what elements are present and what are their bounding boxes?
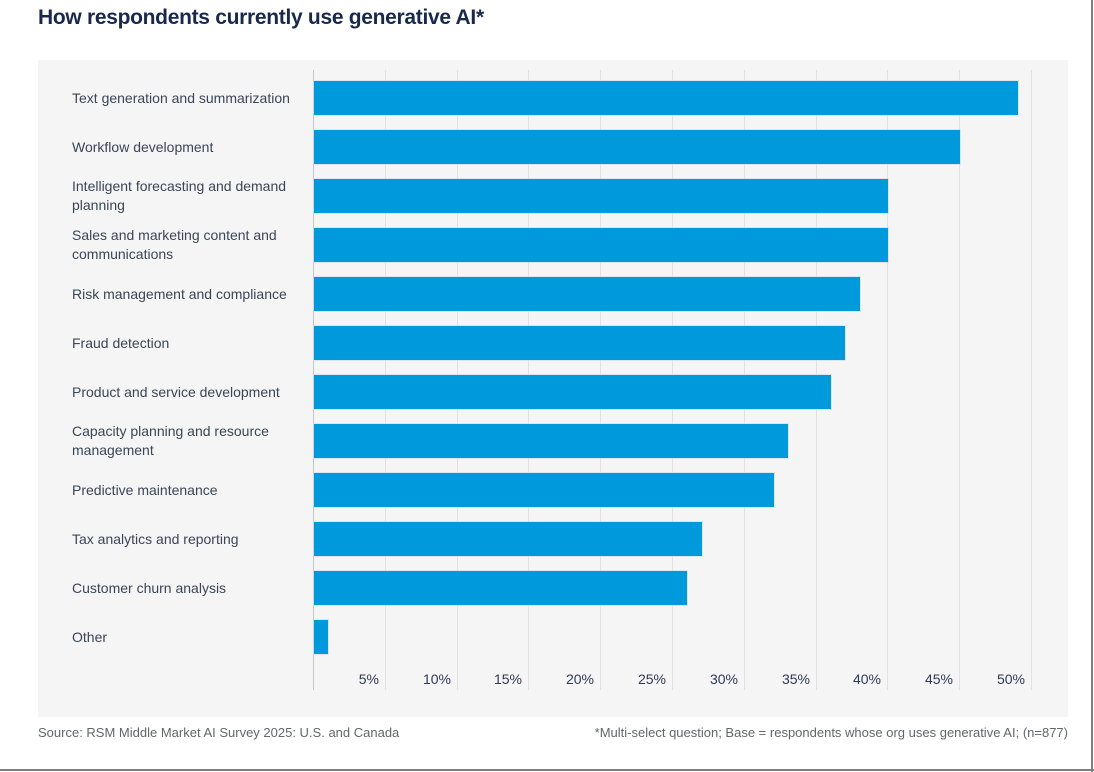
category-label: Capacity planning and resource managemen…	[72, 423, 269, 458]
bar	[314, 620, 328, 654]
bar	[314, 81, 1018, 115]
bar	[314, 228, 888, 262]
gridline	[887, 70, 888, 690]
y-axis-line	[313, 70, 314, 690]
footnote-text: *Multi-select question; Base = responden…	[594, 725, 1068, 740]
category-label: Predictive maintenance	[72, 481, 218, 498]
bar	[314, 130, 960, 164]
x-tick-label: 30%	[709, 671, 738, 687]
x-tick-label: 50%	[996, 671, 1025, 687]
x-tick-label: 5%	[358, 671, 379, 687]
x-tick-label: 15%	[493, 671, 522, 687]
category-label: Risk management and compliance	[72, 285, 287, 302]
category-label: Text generation and summarization	[72, 89, 290, 106]
bar	[314, 571, 687, 605]
x-tick-label: 40%	[852, 671, 881, 687]
bar	[314, 375, 831, 409]
category-label: Workflow development	[72, 138, 214, 155]
page-right-border	[1091, 0, 1093, 772]
bar	[314, 326, 845, 360]
category-label: Customer churn analysis	[72, 579, 227, 596]
bar	[314, 473, 774, 507]
category-label: Other	[72, 628, 108, 645]
x-tick-label: 20%	[565, 671, 594, 687]
bar	[314, 277, 860, 311]
category-label: Tax analytics and reporting	[72, 530, 239, 547]
bar	[314, 424, 788, 458]
x-tick-label: 35%	[781, 671, 810, 687]
category-label: Product and service development	[72, 383, 280, 400]
x-tick-label: 25%	[637, 671, 666, 687]
page-bottom-border	[0, 769, 1094, 771]
gridline	[1031, 70, 1032, 690]
chart-panel: 5% 10% 15% 20% 25% 30% 35% 40% 45% 50% Text genera…	[38, 60, 1068, 717]
page-title: How respondents currently use generative…	[38, 6, 484, 29]
x-tick-label: 45%	[924, 671, 953, 687]
source-text: Source: RSM Middle Market AI Survey 2025…	[38, 725, 400, 740]
x-tick-label: 10%	[422, 671, 451, 687]
gridline	[959, 70, 960, 690]
category-label: Sales and marketing content and communic…	[72, 227, 277, 262]
category-label: Fraud detection	[72, 334, 170, 351]
bar	[314, 522, 702, 556]
category-label: Intelligent forecasting and demand plann…	[72, 178, 287, 213]
bar	[314, 179, 888, 213]
